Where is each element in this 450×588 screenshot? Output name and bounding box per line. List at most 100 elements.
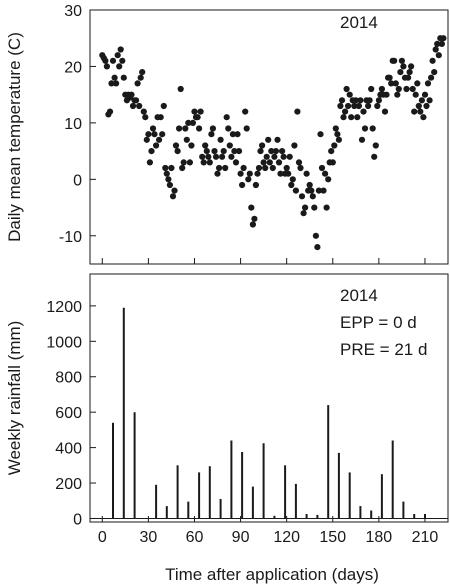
temperature-point bbox=[372, 142, 379, 149]
temperature-point bbox=[231, 148, 238, 155]
temperature-point bbox=[438, 40, 445, 48]
temperature-point bbox=[348, 114, 355, 121]
temperature-y-tick-label: 30 bbox=[64, 3, 82, 20]
temperature-point bbox=[314, 244, 321, 251]
temperature-point bbox=[242, 108, 249, 115]
temperature-point bbox=[182, 125, 189, 132]
temperature-point bbox=[298, 193, 306, 200]
temperature-point bbox=[315, 187, 322, 194]
temperature-point bbox=[414, 80, 421, 87]
temperature-point bbox=[288, 181, 295, 189]
rainfall-panel: 0 200 400 600 800 1000 1200 0 30 60 90 120 150 180 21… bbox=[5, 273, 449, 584]
temperature-point bbox=[262, 164, 269, 172]
temperature-point bbox=[211, 148, 218, 155]
temperature-point bbox=[309, 193, 316, 200]
temperature-point bbox=[435, 52, 442, 59]
temperature-point bbox=[235, 148, 243, 155]
temperature-point bbox=[149, 125, 157, 132]
temperature-point bbox=[159, 131, 166, 138]
temperature-point bbox=[374, 102, 381, 110]
temperature-plot-frame bbox=[89, 9, 449, 265]
rainfall-x-tick-label: 150 bbox=[319, 529, 346, 546]
temperature-point bbox=[196, 125, 203, 132]
temperature-point bbox=[163, 170, 170, 177]
temperature-point bbox=[440, 35, 447, 42]
temperature-point bbox=[255, 164, 263, 172]
rainfall-y-axis-label: Weekly rainfall (mm) bbox=[5, 321, 24, 476]
temperature-point bbox=[312, 232, 319, 239]
temperature-point bbox=[274, 136, 281, 143]
temperature-point bbox=[368, 85, 375, 93]
temperature-point bbox=[206, 159, 213, 166]
temperature-point bbox=[366, 97, 373, 104]
rainfall-annotation-line-1: 2014 bbox=[340, 286, 378, 305]
rainfall-x-tick-label: 120 bbox=[273, 529, 300, 546]
temperature-point bbox=[169, 193, 177, 200]
temperature-point bbox=[265, 136, 272, 143]
temperature-point bbox=[113, 80, 120, 87]
temperature-point bbox=[311, 204, 318, 211]
rainfall-y-axis: 0 200 400 600 800 1000 1200 bbox=[46, 299, 96, 528]
rainfall-y-tick-label: 600 bbox=[55, 405, 82, 422]
temperature-point bbox=[283, 164, 290, 172]
rainfall-y-tick-label: 800 bbox=[55, 370, 82, 387]
temperature-point bbox=[166, 181, 173, 189]
temperature-point bbox=[421, 91, 429, 98]
temperature-point bbox=[248, 204, 255, 211]
temperature-point bbox=[146, 159, 153, 166]
temperature-point bbox=[308, 187, 315, 194]
temperature-point bbox=[212, 153, 220, 160]
temperature-point bbox=[189, 119, 196, 126]
temperature-point bbox=[397, 69, 404, 76]
temperature-point bbox=[424, 80, 432, 87]
temperature-point bbox=[165, 176, 172, 183]
temperature-point bbox=[329, 159, 336, 166]
x-axis-label: Time after application (days) bbox=[165, 565, 379, 584]
temperature-point bbox=[252, 181, 259, 189]
temperature-point bbox=[157, 114, 164, 121]
temperature-point bbox=[395, 85, 402, 93]
temperature-point bbox=[176, 125, 183, 132]
temperature-point bbox=[386, 74, 393, 81]
temperature-point bbox=[220, 148, 227, 155]
temperature-point bbox=[243, 125, 250, 132]
temperature-point bbox=[120, 74, 127, 81]
temperature-point bbox=[417, 108, 424, 115]
temperature-point bbox=[306, 181, 313, 189]
temperature-point bbox=[331, 142, 338, 149]
temperature-point bbox=[342, 108, 349, 115]
temperature-point bbox=[186, 159, 193, 166]
temperature-point bbox=[303, 170, 310, 177]
temperature-point bbox=[114, 52, 121, 59]
temperature-point bbox=[337, 102, 344, 110]
temperature-point bbox=[394, 91, 401, 98]
temperature-point bbox=[106, 108, 114, 115]
temperature-point bbox=[412, 91, 419, 98]
temperature-point bbox=[116, 63, 123, 70]
rainfall-x-tick-label: 210 bbox=[412, 529, 439, 546]
temperature-point bbox=[383, 91, 390, 98]
temperature-point bbox=[375, 97, 382, 104]
temperature-y-tick-label: -10 bbox=[59, 229, 82, 246]
temperature-point bbox=[234, 131, 241, 138]
temperature-point bbox=[172, 142, 180, 149]
temperature-point bbox=[381, 108, 389, 115]
temperature-point bbox=[415, 102, 422, 110]
rainfall-x-tick-label: 30 bbox=[139, 529, 157, 546]
temperature-x-axis bbox=[101, 258, 426, 264]
temperature-point bbox=[111, 74, 118, 81]
temperature-point bbox=[332, 125, 339, 132]
temperature-point bbox=[295, 159, 303, 166]
temperature-point bbox=[271, 153, 278, 160]
temperature-point bbox=[431, 69, 438, 76]
temperature-point bbox=[358, 136, 366, 143]
temperature-point bbox=[266, 159, 273, 166]
rainfall-x-tick-label: 0 bbox=[98, 529, 107, 546]
temperature-point bbox=[145, 131, 152, 138]
temperature-point bbox=[434, 40, 441, 48]
temperature-point bbox=[338, 97, 346, 104]
temperature-point bbox=[171, 187, 178, 194]
temperature-point bbox=[177, 85, 184, 93]
temperature-point bbox=[289, 176, 296, 183]
